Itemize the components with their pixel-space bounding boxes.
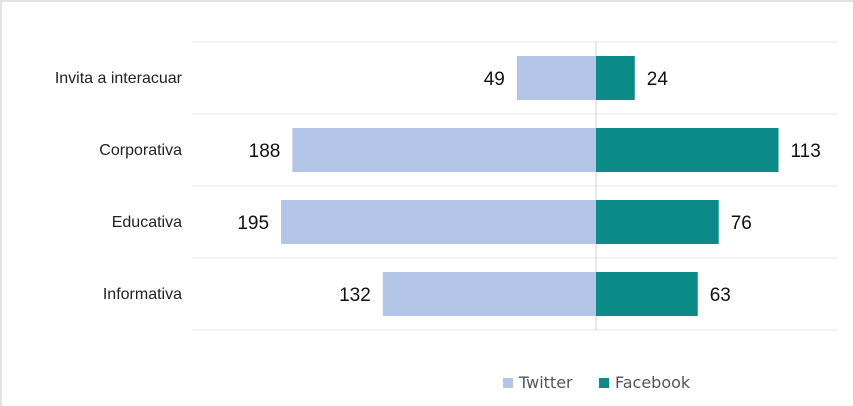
value-label-twitter-educativa: 195 — [237, 213, 269, 234]
bar-facebook-invita-a-interacuar — [596, 56, 635, 100]
value-label-twitter-invita-a-interacuar: 49 — [484, 69, 505, 90]
bar-facebook-corporativa — [596, 128, 779, 172]
bar-twitter-educativa — [281, 200, 596, 244]
legend: Twitter Facebook — [503, 373, 691, 392]
bar-twitter-informativa — [382, 272, 596, 316]
value-label-facebook-educativa: 76 — [731, 213, 752, 234]
category-label-invita-a-interacuar: Invita a interacuar — [55, 70, 183, 87]
label-layer: Invita a interacuar 49 24 Corporativa 188 113… — [55, 69, 821, 306]
bar-twitter-invita-a-interacuar — [516, 56, 596, 100]
value-label-twitter-corporativa: 188 — [249, 141, 281, 162]
legend-label-facebook: Facebook — [615, 373, 691, 392]
grid-layer — [192, 41, 838, 331]
bar-facebook-informativa — [596, 272, 698, 316]
category-label-educativa: Educativa — [112, 214, 182, 231]
category-label-corporativa: Corporativa — [99, 142, 182, 159]
legend-swatch-twitter — [503, 378, 513, 388]
legend-label-twitter: Twitter — [518, 373, 573, 392]
value-label-facebook-invita-a-interacuar: 24 — [647, 69, 669, 90]
category-label-informativa: Informativa — [103, 286, 182, 303]
legend-swatch-facebook — [599, 378, 609, 388]
bar-twitter-corporativa — [292, 128, 596, 172]
bar-facebook-educativa — [596, 200, 719, 244]
bar-layer — [281, 56, 779, 316]
value-label-facebook-informativa: 63 — [710, 285, 731, 306]
value-label-twitter-informativa: 132 — [339, 285, 371, 306]
value-label-facebook-corporativa: 113 — [790, 141, 820, 162]
